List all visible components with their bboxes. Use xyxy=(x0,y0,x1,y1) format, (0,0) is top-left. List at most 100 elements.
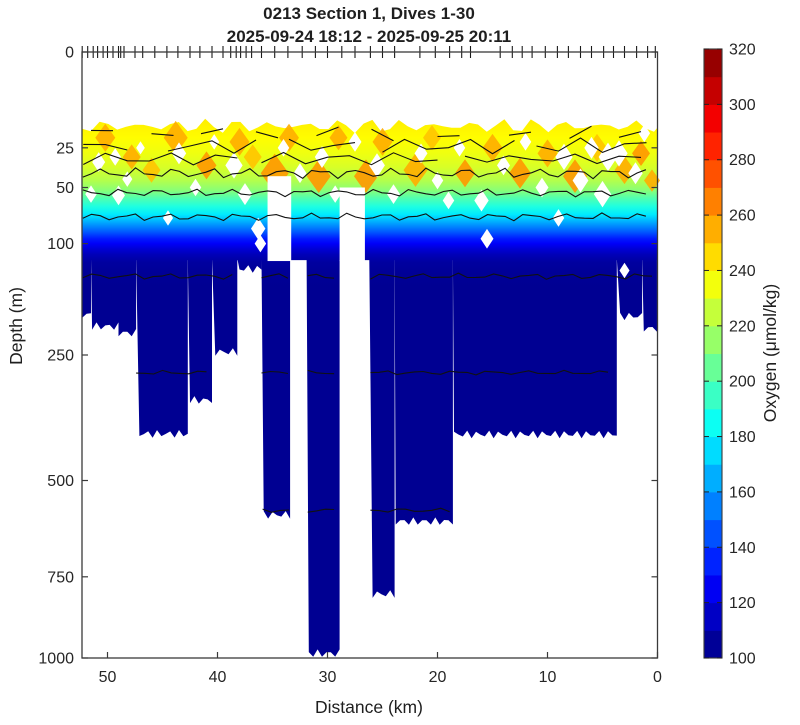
data-gap-stripe xyxy=(267,176,292,262)
data-gap xyxy=(638,124,651,143)
colorbar-tick-label: 160 xyxy=(729,484,756,501)
contour-line-o2-240 xyxy=(508,131,532,136)
data-gap xyxy=(431,171,444,190)
contour-line-o2-230 xyxy=(261,151,438,166)
y-tick-label: 100 xyxy=(47,236,74,253)
colorbar-band xyxy=(704,464,722,493)
y-tick-label: 750 xyxy=(47,569,74,586)
data-gap xyxy=(348,131,362,152)
x-tick-label: 0 xyxy=(653,669,662,686)
colorbar-band xyxy=(704,408,722,438)
o2-deep-column xyxy=(261,258,291,519)
colorbar-band xyxy=(704,159,722,188)
contour-line-o2-235 xyxy=(83,143,128,151)
colorbar-band xyxy=(704,602,722,631)
data-gap xyxy=(552,209,565,227)
colorbar-band xyxy=(704,325,722,354)
chart-title: 0213 Section 1, Dives 1-30 xyxy=(263,4,475,23)
data-gap xyxy=(598,142,618,172)
high-o2-patch xyxy=(163,120,188,155)
contour-line-o2-110 xyxy=(136,369,207,375)
high-o2-patch xyxy=(563,159,587,193)
o2-field-upper-band xyxy=(82,118,658,261)
contour-line-o2-110 xyxy=(261,370,288,375)
data-gap xyxy=(593,180,612,208)
data-gap xyxy=(442,191,455,210)
o2-deep-column xyxy=(394,258,453,525)
high-o2-patch xyxy=(423,125,441,151)
o2-deep-column xyxy=(82,258,91,318)
contour-line-o2-240 xyxy=(437,135,460,138)
y-tick-label: 25 xyxy=(56,140,74,157)
data-gap xyxy=(369,153,385,178)
contour-line-o2-115 xyxy=(307,273,335,279)
contour-line-o2-240 xyxy=(151,133,174,136)
data-gap-stripe xyxy=(339,187,365,262)
colorbar-band xyxy=(704,104,722,133)
high-o2-patch xyxy=(196,151,217,180)
x-axis-label: Distance (km) xyxy=(315,697,423,717)
data-gap xyxy=(480,228,494,249)
high-o2-patch xyxy=(122,144,141,170)
contour-line-o2-185 xyxy=(82,212,647,222)
o2-deep-column xyxy=(91,258,119,330)
o2-deep-column xyxy=(212,258,238,356)
contour-line-o2-235 xyxy=(167,139,257,154)
colorbar-band xyxy=(704,132,722,161)
colorbar-label: Oxygen (μmol/kg) xyxy=(760,284,780,422)
high-o2-patch xyxy=(403,153,428,187)
contour-line-o2-240 xyxy=(255,131,279,139)
data-gap xyxy=(453,139,466,157)
o2-deep-column xyxy=(452,258,617,439)
colorbar-band xyxy=(704,187,722,216)
colorbar-band xyxy=(704,519,722,548)
contour-line-o2-230 xyxy=(464,153,642,165)
colorbar-tick-label: 140 xyxy=(729,540,756,557)
contour-line-o2-105 xyxy=(307,508,335,513)
colorbar-band xyxy=(704,491,722,521)
colorbar-band xyxy=(704,353,722,382)
data-gap xyxy=(329,185,341,203)
colorbar-tick-label: 120 xyxy=(729,595,756,612)
o2-deep-column xyxy=(237,258,262,273)
colorbar-band xyxy=(704,215,722,244)
contour-line-o2-235 xyxy=(288,138,356,151)
colorbar-band xyxy=(704,298,722,327)
o2-deep-column xyxy=(306,258,340,657)
colorbar-tick-label: 240 xyxy=(729,263,756,280)
colorbar-tick-label: 200 xyxy=(729,374,756,391)
high-o2-patch xyxy=(455,159,475,188)
high-o2-patch xyxy=(509,157,531,189)
data-gap xyxy=(277,139,290,157)
contour-line-o2-235 xyxy=(536,137,647,154)
o2-deep-column xyxy=(642,258,657,332)
colorbar-tick-label: 280 xyxy=(729,152,756,169)
x-tick-label: 30 xyxy=(319,669,337,686)
contour-line-o2-110 xyxy=(370,369,609,376)
data-gap xyxy=(189,178,202,197)
high-o2-patch xyxy=(142,157,161,183)
colorbar-band xyxy=(704,270,722,299)
high-o2-patch xyxy=(482,133,503,162)
data-gap xyxy=(555,143,573,171)
data-gap xyxy=(112,185,125,206)
x-tick-label: 40 xyxy=(209,669,227,686)
colorbar-band xyxy=(704,381,722,410)
data-gap xyxy=(610,140,628,167)
colorbar-band xyxy=(704,242,722,271)
y-tick-label: 50 xyxy=(56,180,74,197)
data-gap xyxy=(519,133,532,151)
data-gap xyxy=(535,177,549,198)
o2-deep-column xyxy=(118,258,137,337)
x-tick-label: 50 xyxy=(99,669,117,686)
contour-line-o2-235 xyxy=(382,138,515,155)
x-tick-label: 20 xyxy=(429,669,447,686)
colorbar-tick-label: 220 xyxy=(729,318,756,335)
high-o2-patch xyxy=(306,159,331,193)
y-tick-label: 500 xyxy=(47,473,74,490)
contour-line-o2-110 xyxy=(307,369,335,375)
data-gap xyxy=(619,262,630,279)
